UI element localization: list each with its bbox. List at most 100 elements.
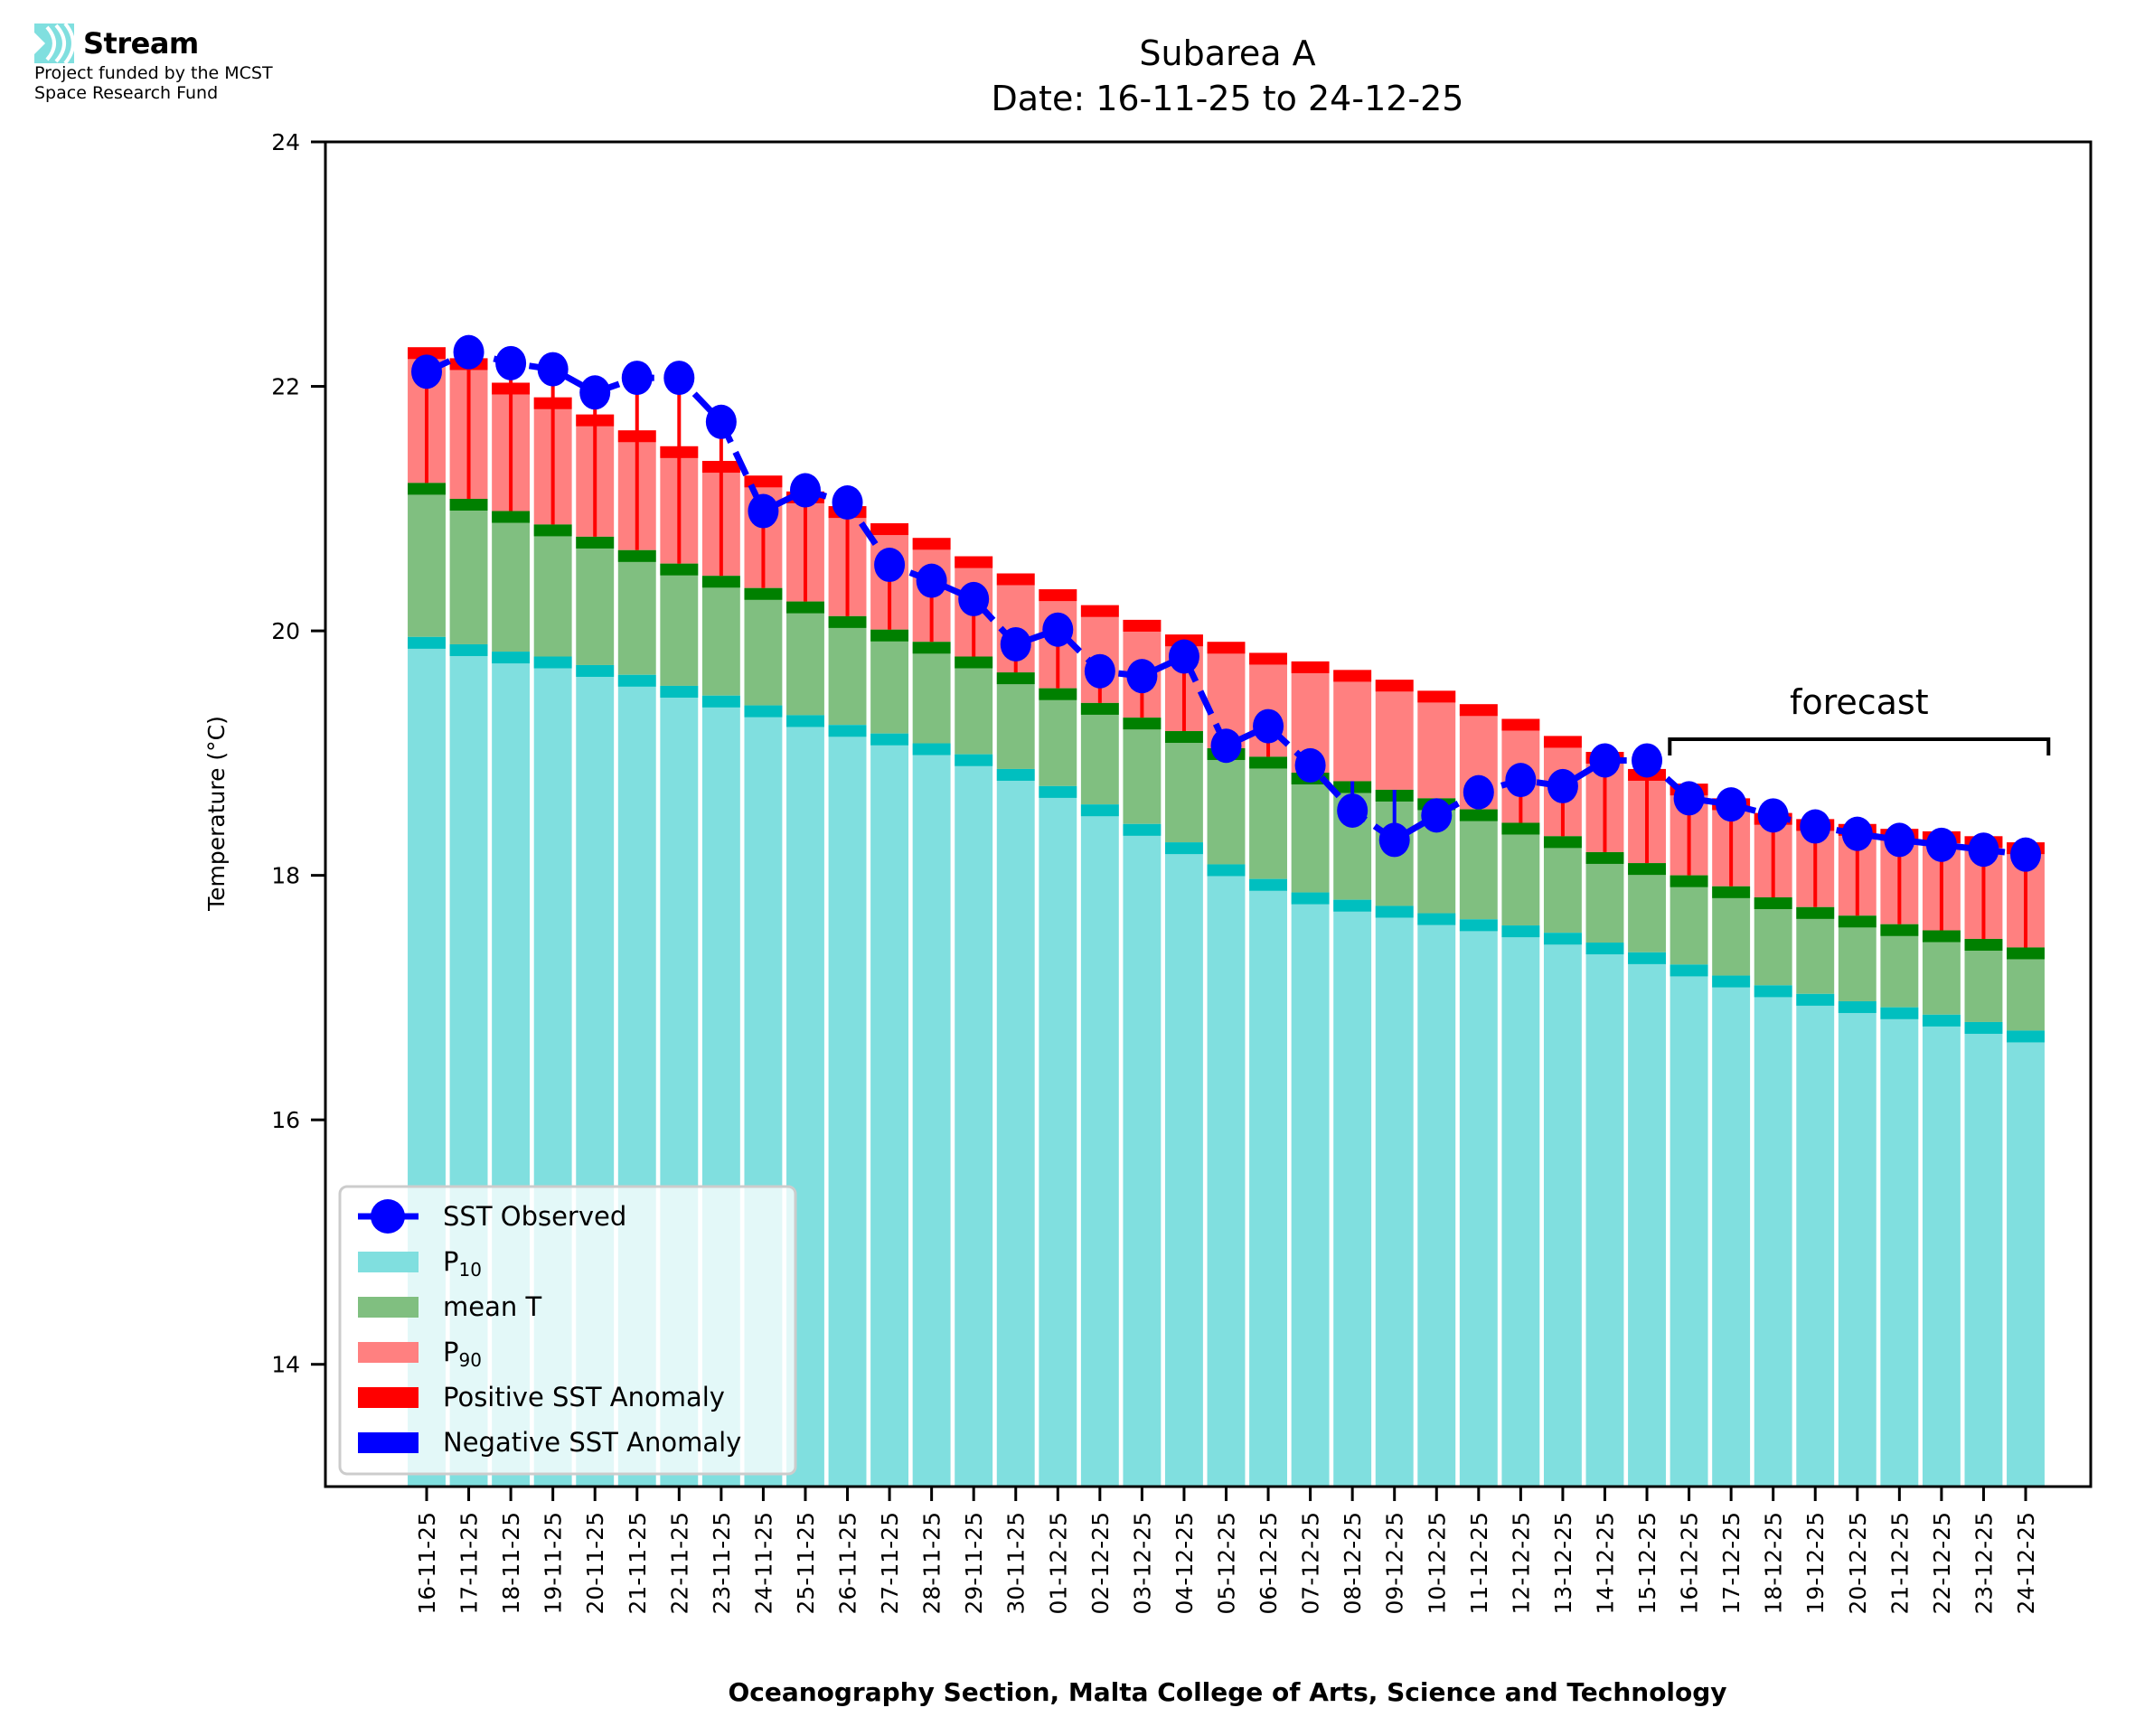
- x-tick-label: 22-11-25: [666, 1512, 692, 1614]
- x-tick-label: 01-12-25: [1045, 1512, 1071, 1614]
- p10-edge: [701, 695, 740, 708]
- p10-bar: [1417, 913, 1456, 1487]
- x-tick-label: 12-12-25: [1508, 1512, 1534, 1614]
- observed-point: [537, 352, 569, 387]
- chart-subtitle: Date: 16-11-25 to 24-12-25: [992, 79, 1464, 118]
- observed-point: [1378, 822, 1410, 858]
- x-tick-label: 24-11-25: [750, 1512, 776, 1614]
- x-tick-label: 18-11-25: [498, 1512, 524, 1614]
- p10-edge: [1922, 1014, 1961, 1027]
- p90-edge: [1123, 619, 1162, 632]
- p10-bar: [1585, 943, 1624, 1487]
- observed-layer: [411, 334, 2041, 872]
- p10-bar: [996, 768, 1035, 1487]
- observed-point: [1210, 728, 1242, 764]
- p10-edge: [1880, 1007, 1919, 1019]
- p10-bar: [1712, 975, 1751, 1487]
- mean-bar: [492, 511, 531, 652]
- mean-edge: [1838, 915, 1877, 928]
- observed-point: [916, 563, 947, 598]
- mean-edge: [1585, 851, 1624, 864]
- observed-point: [1463, 774, 1494, 810]
- mean-bar: [1039, 688, 1077, 786]
- x-tick-label: 03-12-25: [1129, 1512, 1155, 1614]
- p10-bar: [870, 733, 909, 1487]
- mean-bar: [533, 524, 572, 657]
- x-tick-label: 02-12-25: [1087, 1512, 1114, 1614]
- x-tick-label: 14-12-25: [1592, 1512, 1618, 1614]
- p90-edge: [955, 556, 993, 568]
- x-tick-label: 09-12-25: [1382, 1512, 1408, 1614]
- observed-point: [1547, 768, 1578, 803]
- observed-point: [1000, 626, 1031, 662]
- x-tick-label: 19-11-25: [541, 1512, 567, 1614]
- p10-edge: [617, 674, 656, 687]
- observed-point: [1632, 743, 1663, 778]
- mean-bar: [955, 656, 993, 755]
- y-axis: 14 16 18 20 22 24: [271, 129, 325, 1378]
- observed-point: [705, 404, 737, 439]
- p10-edge: [1543, 933, 1582, 945]
- mean-edge: [408, 483, 446, 495]
- legend-swatch-positive_anomaly: [358, 1387, 419, 1408]
- mean-edge: [1880, 924, 1919, 936]
- legend-label-observed: SST Observed: [443, 1201, 626, 1232]
- mean-bar: [1164, 731, 1203, 843]
- p10-edge: [1585, 943, 1624, 955]
- x-tick-label: 21-11-25: [625, 1512, 651, 1614]
- observed-point: [1042, 612, 1074, 647]
- legend-box: [338, 1185, 797, 1476]
- x-axis: 16-11-25 17-11-25 18-11-25 19-11-25 20-11-25…: [414, 1487, 2039, 1614]
- observed-point: [1168, 639, 1199, 674]
- x-tick-label: 21-12-25: [1886, 1512, 1913, 1614]
- mean-edge: [1123, 718, 1162, 730]
- funding-line-2: Space Research Fund: [34, 83, 219, 103]
- observed-point: [1294, 747, 1326, 783]
- x-tick-label: 13-12-25: [1550, 1512, 1576, 1614]
- observed-point: [958, 581, 990, 616]
- x-tick-label: 19-12-25: [1802, 1512, 1829, 1614]
- x-tick-label: 23-12-25: [1971, 1512, 1997, 1614]
- chart-title: Subarea A: [1139, 33, 1315, 73]
- p10-bar: [1670, 964, 1708, 1487]
- mean-edge: [1712, 886, 1751, 898]
- mean-edge: [1164, 731, 1203, 744]
- forecast-bracket: [1668, 737, 2051, 755]
- x-tick-label: 17-12-25: [1718, 1512, 1745, 1614]
- p90-bar: [1375, 680, 1414, 790]
- mean-edge: [449, 498, 488, 511]
- p90-edge: [408, 347, 446, 360]
- observed-point: [1968, 832, 1999, 868]
- x-tick-label: 29-11-25: [961, 1512, 987, 1614]
- p10-edge: [1964, 1021, 2003, 1034]
- observed-point: [1084, 653, 1115, 689]
- p90-edge: [1249, 652, 1288, 665]
- x-tick-label: 26-11-25: [835, 1512, 861, 1614]
- mean-edge: [1628, 863, 1666, 876]
- p10-edge: [1754, 985, 1792, 998]
- p10-edge: [828, 725, 867, 737]
- legend-swatch-p10: [358, 1252, 419, 1272]
- mean-bar: [1838, 915, 1877, 1001]
- p10-edge: [870, 733, 909, 746]
- p10-edge: [1628, 952, 1666, 964]
- mean-bar: [449, 498, 488, 644]
- mean-bar: [2007, 947, 2045, 1031]
- mean-edge: [1754, 896, 1792, 909]
- x-tick-label: 20-11-25: [582, 1512, 608, 1614]
- p10-bar: [1291, 892, 1330, 1487]
- p10-edge: [1459, 919, 1498, 932]
- legend-swatch-negative_anomaly: [358, 1432, 419, 1453]
- mean-bar: [1249, 756, 1288, 879]
- p90-bar: [1333, 670, 1372, 782]
- mean-edge: [1670, 875, 1708, 887]
- mean-edge: [955, 656, 993, 669]
- mean-bar: [1880, 924, 1919, 1008]
- p90-edge: [1080, 605, 1119, 617]
- mean-bar: [1543, 836, 1582, 934]
- observed-point: [1337, 793, 1369, 828]
- p10-bar: [1207, 864, 1246, 1487]
- forecast-annotation: forecast: [1668, 682, 2051, 755]
- stream-waves-icon: [34, 23, 75, 63]
- p10-edge: [955, 754, 993, 766]
